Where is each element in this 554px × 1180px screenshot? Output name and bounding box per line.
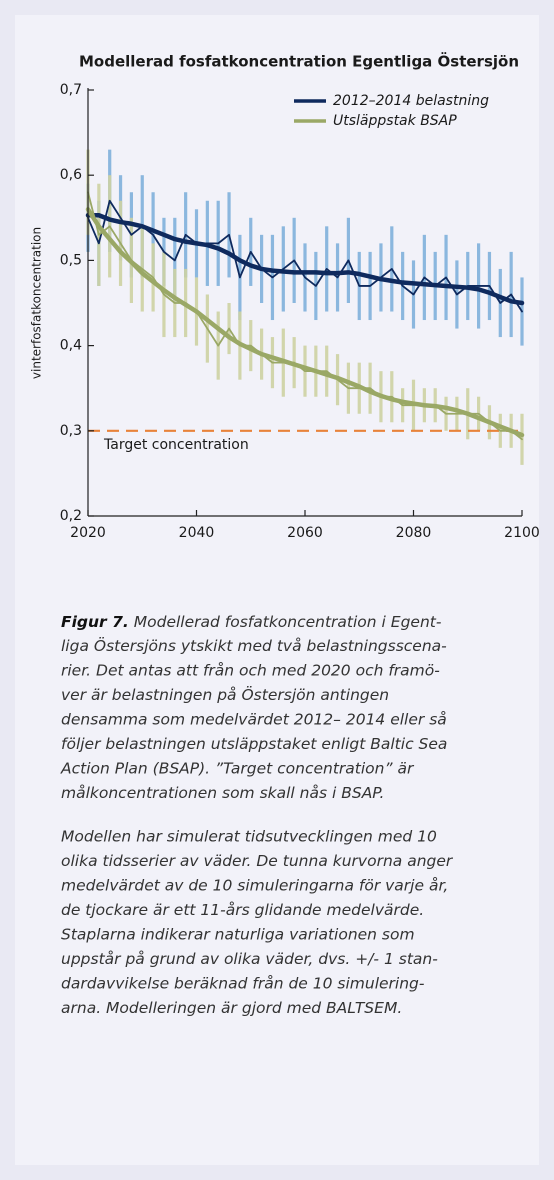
y-tick-label: 0,2 <box>60 508 82 524</box>
caption-label: Figur 7. <box>61 613 129 631</box>
caption-line: Figur 7. Modellerad fosfatkoncentration i… <box>61 613 442 631</box>
y-tick-label: 0,5 <box>60 252 82 268</box>
x-tick-label: 2100 <box>504 525 540 541</box>
caption-line: ver är belastningen på Östersjön antinge… <box>61 685 389 704</box>
y-tick-label: 0,3 <box>60 423 82 439</box>
smoothed-line <box>85 212 525 306</box>
caption-line: Staplarna indikerar naturliga variatione… <box>61 926 415 944</box>
annual-line <box>87 199 523 313</box>
caption-line: rier. Det antas att från och med 2020 oc… <box>61 662 440 680</box>
caption-line: liga Östersjöns ytskikt med två belastni… <box>61 636 447 655</box>
caption-line: uppstår på grund av olika väder, dvs. +/… <box>61 950 438 968</box>
target-label: Target concentration <box>103 437 249 453</box>
caption-line: densamma som medelvärdet 2012– 2014 elle… <box>61 711 447 729</box>
y-tick-label: 0,6 <box>60 167 82 183</box>
panel <box>15 15 539 1165</box>
caption-line: Modellen har simulerat tidsutvecklingen … <box>61 828 437 846</box>
chart-title: Modellerad fosfatkoncentration Egentliga… <box>79 52 519 71</box>
x-tick-label: 2060 <box>287 525 323 541</box>
y-axis-label: vinterfosfatkoncentration <box>30 227 44 379</box>
y-tick-label: 0,7 <box>60 82 82 98</box>
caption-line: målkoncentrationen som skall nås i BSAP. <box>61 784 384 802</box>
caption-line: följer belastningen utsläppstaket enligt… <box>61 735 447 753</box>
caption-line: dardavvikelse beräknad från de 10 simule… <box>61 975 425 993</box>
caption-text: Modellerad fosfatkoncentration i Egent- <box>134 613 442 631</box>
x-tick-label: 2020 <box>70 525 106 541</box>
y-tick-label: 0,4 <box>60 338 82 354</box>
caption-line: arna. Modelleringen är gjord med BALTSEM… <box>61 999 402 1017</box>
caption-line: de tjockare är ett 11-års glidande medel… <box>61 901 424 919</box>
x-tick-label: 2040 <box>179 525 215 541</box>
smoothed-line <box>85 207 525 438</box>
caption-line: olika tidsserier av väder. De tunna kurv… <box>61 852 454 870</box>
legend-label: 2012–2014 belastning <box>333 93 489 109</box>
caption-line: medelvärdet av de 10 simuleringarna för … <box>61 877 448 895</box>
x-tick-label: 2080 <box>396 525 432 541</box>
legend-label: Utsläppstak BSAP <box>333 113 457 129</box>
caption-line: Action Plan (BSAP). ”Target concentratio… <box>60 760 415 778</box>
